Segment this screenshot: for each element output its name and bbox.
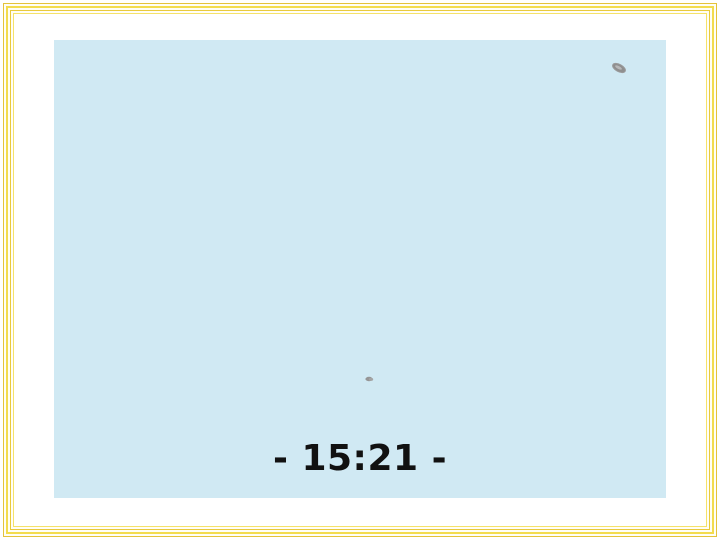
countdown-timer: - 15:21 - bbox=[272, 438, 448, 479]
pebble-icon bbox=[365, 376, 374, 382]
pebble-icon bbox=[612, 62, 626, 74]
game-screen[interactable]: - 15:21 - bbox=[54, 40, 666, 498]
frame-ring bbox=[6, 6, 714, 534]
frame-ring-inner bbox=[10, 10, 710, 530]
